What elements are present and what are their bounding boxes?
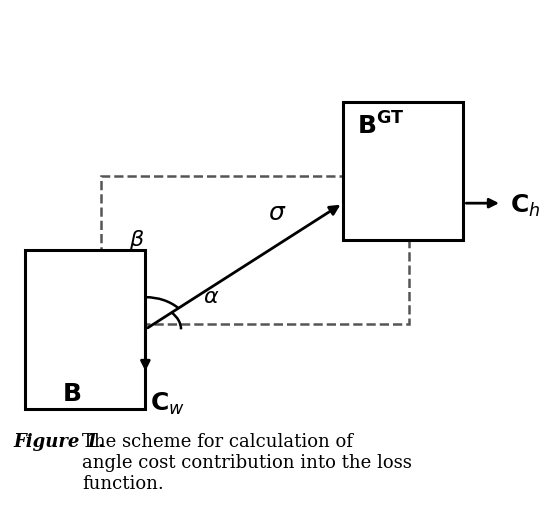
Bar bbox=[25, 250, 145, 409]
Text: $\mathbf{B}$: $\mathbf{B}$ bbox=[61, 382, 81, 406]
Bar bbox=[343, 102, 464, 240]
Text: $\mathbf{B}^{\mathbf{GT}}$: $\mathbf{B}^{\mathbf{GT}}$ bbox=[357, 113, 405, 140]
Bar bbox=[101, 176, 409, 324]
Text: $\mathbf{C}_w$: $\mathbf{C}_w$ bbox=[150, 391, 185, 417]
Text: $\sigma$: $\sigma$ bbox=[268, 202, 286, 224]
Text: $\mathbf{C}_h$: $\mathbf{C}_h$ bbox=[510, 192, 541, 219]
Text: $\alpha$: $\alpha$ bbox=[203, 286, 219, 308]
Text: Figure 1.: Figure 1. bbox=[14, 433, 111, 451]
Text: $\beta$: $\beta$ bbox=[130, 228, 145, 252]
Text: The scheme for calculation of
angle cost contribution into the loss
function.: The scheme for calculation of angle cost… bbox=[83, 433, 412, 493]
